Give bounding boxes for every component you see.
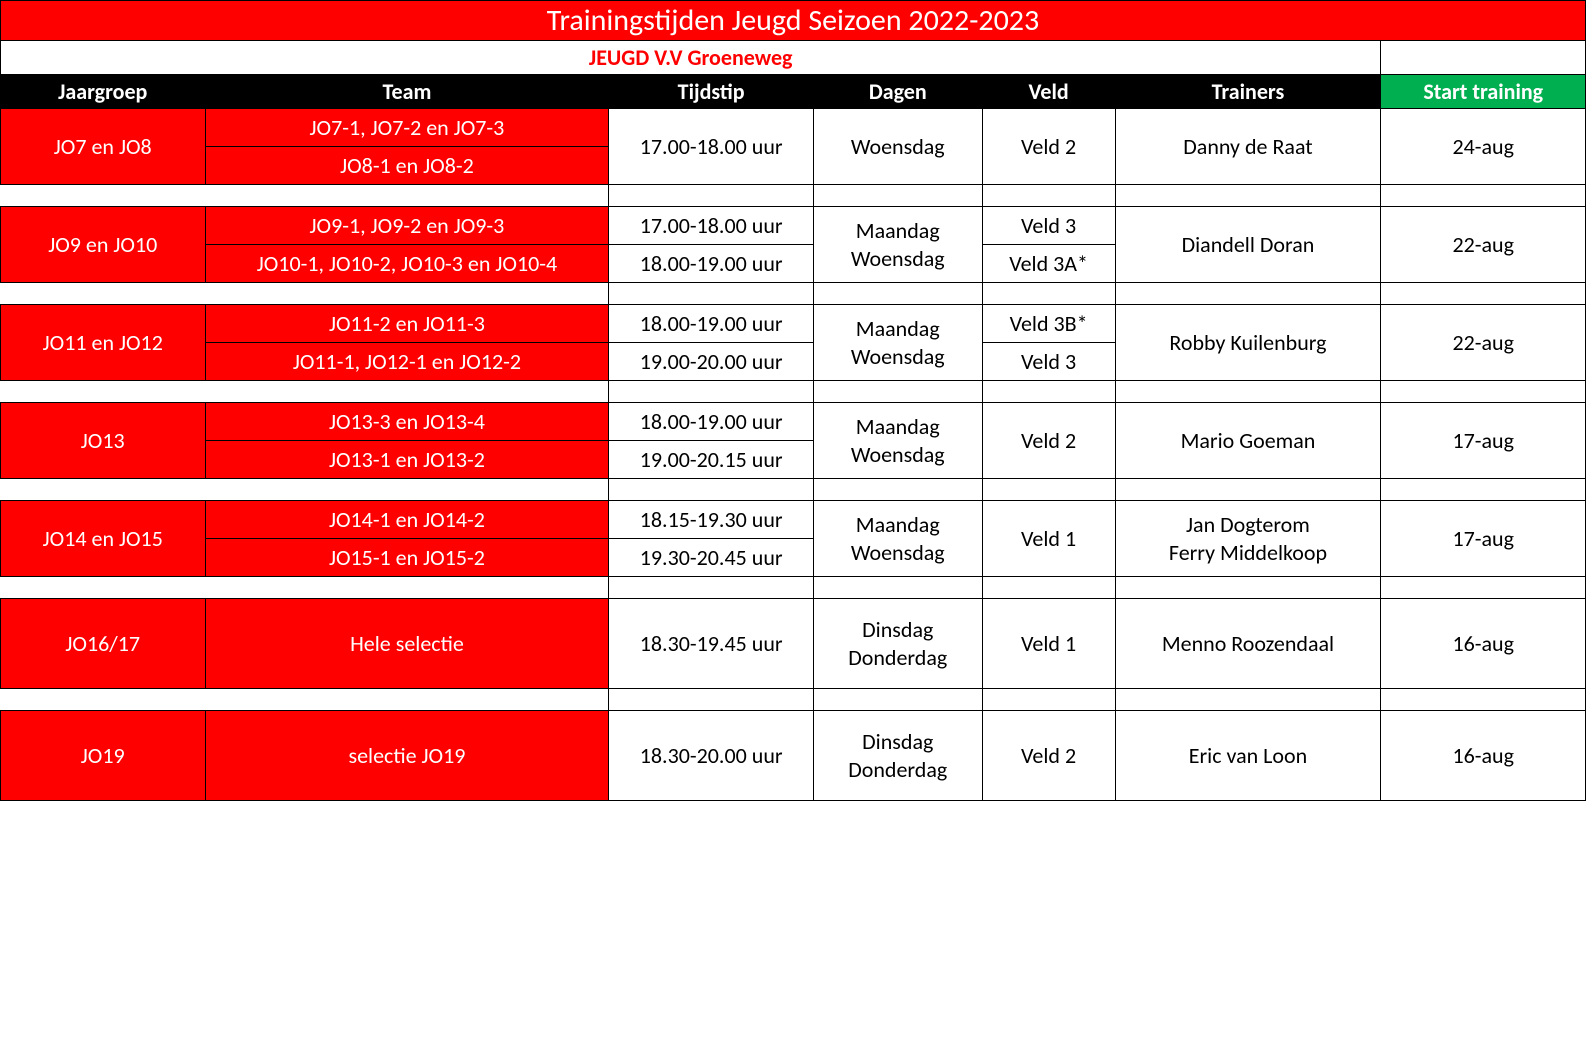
tijdstip-cell: 18.15-19.30 uur — [609, 501, 814, 539]
team-cell: selectie JO19 — [205, 711, 609, 801]
tijdstip-cell: 19.00-20.15 uur — [609, 441, 814, 479]
tijdstip-cell: 19.00-20.00 uur — [609, 343, 814, 381]
veld-cell: Veld 1 — [982, 599, 1115, 689]
team-cell: JO15-1 en JO15-2 — [205, 539, 609, 577]
veld-cell: Veld 2 — [982, 109, 1115, 185]
team-cell: JO8-1 en JO8-2 — [205, 147, 609, 185]
veld-cell: Veld 3B* — [982, 305, 1115, 343]
trainers-cell: Eric van Loon — [1115, 711, 1381, 801]
col-tijdstip: Tijdstip — [609, 75, 814, 109]
team-cell: JO10-1, JO10-2, JO10-3 en JO10-4 — [205, 245, 609, 283]
dagen-cell: MaandagWoensdag — [813, 403, 982, 479]
tijdstip-cell: 17.00-18.00 uur — [609, 109, 814, 185]
table-row: JO11 en JO12JO11-2 en JO11-318.00-19.00 … — [1, 305, 1586, 343]
start-cell: 22-aug — [1381, 207, 1586, 283]
col-dagen: Dagen — [813, 75, 982, 109]
tijdstip-cell: 18.30-19.45 uur — [609, 599, 814, 689]
spacer-row — [1, 577, 1586, 599]
team-cell: JO14-1 en JO14-2 — [205, 501, 609, 539]
team-cell: Hele selectie — [205, 599, 609, 689]
team-cell: JO11-1, JO12-1 en JO12-2 — [205, 343, 609, 381]
start-cell: 16-aug — [1381, 599, 1586, 689]
col-start: Start training — [1381, 75, 1586, 109]
team-cell: JO13-3 en JO13-4 — [205, 403, 609, 441]
col-jaargroep: Jaargroep — [1, 75, 206, 109]
veld-cell: Veld 3 — [982, 207, 1115, 245]
veld-cell: Veld 2 — [982, 403, 1115, 479]
trainers-cell: Robby Kuilenburg — [1115, 305, 1381, 381]
start-cell: 17-aug — [1381, 501, 1586, 577]
jaargroep-cell: JO9 en JO10 — [1, 207, 206, 283]
dagen-cell: DinsdagDonderdag — [813, 711, 982, 801]
start-cell: 16-aug — [1381, 711, 1586, 801]
title-row: Trainingstijden Jeugd Seizoen 2022-2023 — [1, 1, 1586, 41]
veld-cell: Veld 3A* — [982, 245, 1115, 283]
dagen-cell: MaandagWoensdag — [813, 501, 982, 577]
trainers-cell: Mario Goeman — [1115, 403, 1381, 479]
trainers-cell: Menno Roozendaal — [1115, 599, 1381, 689]
tijdstip-cell: 18.30-20.00 uur — [609, 711, 814, 801]
start-cell: 22-aug — [1381, 305, 1586, 381]
table-row: JO14 en JO15JO14-1 en JO14-218.15-19.30 … — [1, 501, 1586, 539]
col-team: Team — [205, 75, 609, 109]
page-title: Trainingstijden Jeugd Seizoen 2022-2023 — [1, 1, 1586, 41]
trainers-cell: Danny de Raat — [1115, 109, 1381, 185]
table-row: JO7 en JO8JO7-1, JO7-2 en JO7-317.00-18.… — [1, 109, 1586, 147]
schedule-table: Trainingstijden Jeugd Seizoen 2022-2023 … — [0, 0, 1586, 801]
team-cell: JO9-1, JO9-2 en JO9-3 — [205, 207, 609, 245]
tijdstip-cell: 19.30-20.45 uur — [609, 539, 814, 577]
jaargroep-cell: JO14 en JO15 — [1, 501, 206, 577]
table-row: JO16/17Hele selectie18.30-19.45 uurDinsd… — [1, 599, 1586, 689]
dagen-cell: Woensdag — [813, 109, 982, 185]
tijdstip-cell: 18.00-19.00 uur — [609, 245, 814, 283]
table-row: JO19selectie JO1918.30-20.00 uurDinsdagD… — [1, 711, 1586, 801]
subtitle-row: JEUGD V.V Groeneweg — [1, 41, 1586, 75]
spacer-row — [1, 689, 1586, 711]
team-cell: JO7-1, JO7-2 en JO7-3 — [205, 109, 609, 147]
subtitle: JEUGD V.V Groeneweg — [1, 41, 1381, 75]
spacer-row — [1, 479, 1586, 501]
tijdstip-cell: 18.00-19.00 uur — [609, 305, 814, 343]
dagen-cell: DinsdagDonderdag — [813, 599, 982, 689]
jaargroep-cell: JO7 en JO8 — [1, 109, 206, 185]
veld-cell: Veld 2 — [982, 711, 1115, 801]
start-cell: 17-aug — [1381, 403, 1586, 479]
dagen-cell: MaandagWoensdag — [813, 207, 982, 283]
team-cell: JO13-1 en JO13-2 — [205, 441, 609, 479]
tijdstip-cell: 17.00-18.00 uur — [609, 207, 814, 245]
table-row: JO9 en JO10JO9-1, JO9-2 en JO9-317.00-18… — [1, 207, 1586, 245]
header-row: Jaargroep Team Tijdstip Dagen Veld Train… — [1, 75, 1586, 109]
veld-cell: Veld 1 — [982, 501, 1115, 577]
trainers-cell: Diandell Doran — [1115, 207, 1381, 283]
table-row: JO13JO13-3 en JO13-418.00-19.00 uurMaand… — [1, 403, 1586, 441]
spacer-row — [1, 381, 1586, 403]
jaargroep-cell: JO13 — [1, 403, 206, 479]
col-veld: Veld — [982, 75, 1115, 109]
subtitle-empty — [1381, 41, 1586, 75]
jaargroep-cell: JO11 en JO12 — [1, 305, 206, 381]
trainers-cell: Jan DogteromFerry Middelkoop — [1115, 501, 1381, 577]
veld-cell: Veld 3 — [982, 343, 1115, 381]
dagen-cell: MaandagWoensdag — [813, 305, 982, 381]
team-cell: JO11-2 en JO11-3 — [205, 305, 609, 343]
start-cell: 24-aug — [1381, 109, 1586, 185]
spacer-row — [1, 185, 1586, 207]
jaargroep-cell: JO19 — [1, 711, 206, 801]
tijdstip-cell: 18.00-19.00 uur — [609, 403, 814, 441]
spacer-row — [1, 283, 1586, 305]
col-trainers: Trainers — [1115, 75, 1381, 109]
jaargroep-cell: JO16/17 — [1, 599, 206, 689]
